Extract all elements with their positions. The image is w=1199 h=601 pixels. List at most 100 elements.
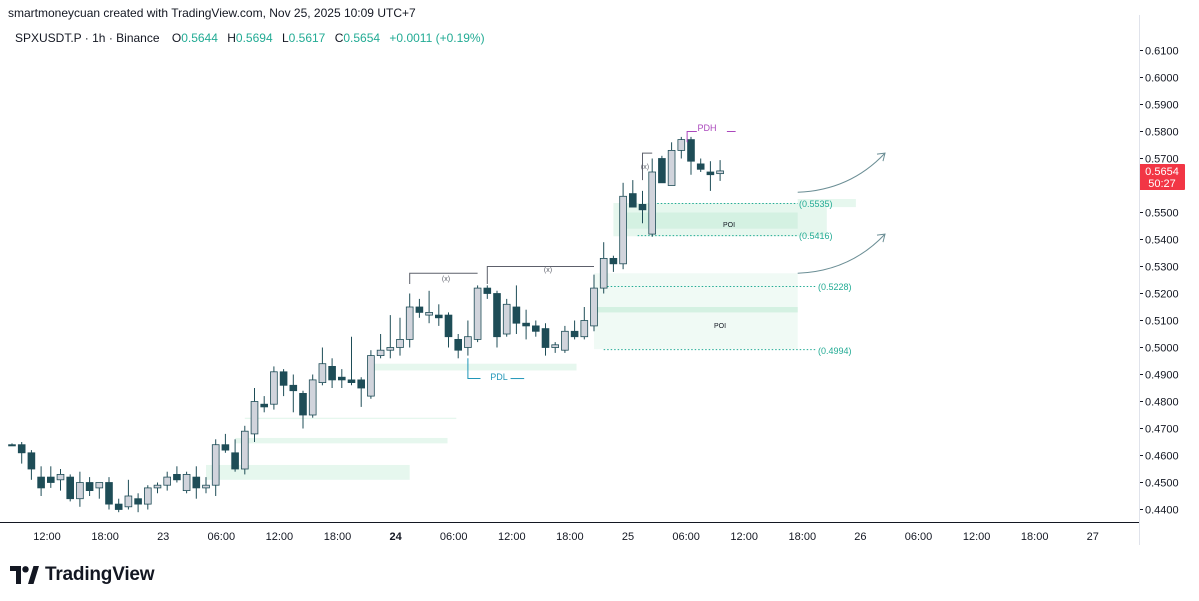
level-label-0.4994: (0.4994) [818,346,852,356]
candle-47 [464,320,472,356]
time-tick-label-1: 18:00 [91,531,119,543]
candle-body [173,473,181,481]
time-tick-label-5: 18:00 [324,531,352,543]
candle-26 [260,396,268,413]
candle-body [250,401,259,435]
pdl-label: PDL [490,372,508,382]
price-tick-label-6: 0.5400 [1145,235,1179,247]
candle-body [211,444,220,486]
time-tick-label-7: 06:00 [440,531,468,543]
level-label-0.5228: (0.5228) [818,282,852,292]
candle-54 [532,320,540,337]
candle-13 [134,493,142,513]
level-label-0.5535: (0.5535) [799,199,833,209]
price-tick-label-2: 0.5900 [1145,100,1179,112]
zones-layer [206,199,856,480]
candle-body [357,379,365,389]
candle-52 [512,285,521,334]
poi-upper-label: POI [723,222,735,229]
candle-body [425,311,433,316]
candle-body [551,344,559,348]
choch-line-3 [642,152,653,181]
price-tick-label-12: 0.4800 [1145,397,1179,409]
candle-body [318,363,327,384]
projection-arrow-upper-head [876,152,886,162]
candle-21 [211,439,220,496]
close-label: C [334,31,344,45]
candle-body [502,303,511,335]
candle-body [182,473,191,491]
poi-lower-label: POI [714,323,726,330]
price-tick-label-13: 0.4700 [1145,424,1179,436]
change-value: +0.0011 (+0.19%) [389,31,485,45]
candle-body [95,482,104,489]
demand-zone-1 [206,464,410,480]
candle-9 [95,482,104,499]
pdl-zone [370,363,577,371]
price-tick-label-8: 0.5200 [1145,289,1179,301]
symbol-name[interactable]: SPXUSDT.P · 1h · Binance [15,31,160,45]
pdh-label: PDH [697,123,716,133]
pdl-line [467,358,481,380]
candle-51 [502,298,511,337]
candle-body [143,487,152,505]
price-axis[interactable]: 0.6100 0.6000 0.5900 0.5800 0.5700 0.5500 0.54… [1139,46,1179,517]
candle-23 [231,439,239,472]
choch-label-1: (x) [442,276,450,283]
candle-57 [561,325,569,353]
choch-label-3: (x) [641,164,649,171]
candle-body [658,158,666,184]
candle-34 [337,369,346,388]
candle-36 [357,377,365,407]
poi-upper-ext [797,199,856,208]
tradingview-logo-icon [10,566,39,584]
candle-39 [386,315,395,359]
candle-body [153,484,162,489]
candle-body [454,338,462,351]
candle-42 [415,298,424,318]
candle-63 [619,182,627,270]
price-tick-label-14: 0.4600 [1145,451,1179,463]
candle-25 [250,388,259,442]
candle-70 [687,136,695,175]
candle-body [677,139,686,151]
candle-body [716,170,724,175]
candle-body [66,476,75,500]
candle-50 [493,290,501,348]
time-axis[interactable]: 12:00 18:00 23 06:00 12:00 18:00 24 06:00 12:00 1… [33,531,1099,543]
candle-body [105,482,113,505]
candle-66 [648,158,656,237]
price-tick-label-7: 0.5300 [1145,262,1179,274]
candle-body [56,473,65,481]
candle-40 [396,317,404,356]
candle-46 [454,334,462,359]
candle-11 [114,498,123,513]
candle-14 [143,485,152,510]
candle-6 [66,474,75,502]
candle-body [648,171,656,235]
candle-body [308,379,317,416]
candle-16 [163,471,172,491]
price-tick-label-9: 0.5100 [1145,316,1179,328]
candle-15 [153,482,162,494]
tradingview-brand[interactable]: TradingView [10,564,155,586]
candle-41 [405,293,414,348]
time-tick-label-10: 25 [622,531,634,543]
candle-body [599,257,608,289]
time-tick-label-12: 12:00 [730,531,758,543]
brand-name: TradingView [45,564,155,585]
candle-43 [425,290,433,324]
candle-72 [706,161,715,191]
candle-body [202,484,210,489]
candle-8 [85,477,94,496]
candle-48 [473,285,482,343]
time-tick-label-17: 18:00 [1021,531,1049,543]
candle-61 [599,242,608,294]
time-tick-label-18: 27 [1087,531,1099,543]
close-value: 0.5654 [343,31,381,45]
candle-body [629,193,637,208]
candle-32 [318,347,327,386]
candle-18 [182,471,191,494]
candle-body [260,403,268,408]
